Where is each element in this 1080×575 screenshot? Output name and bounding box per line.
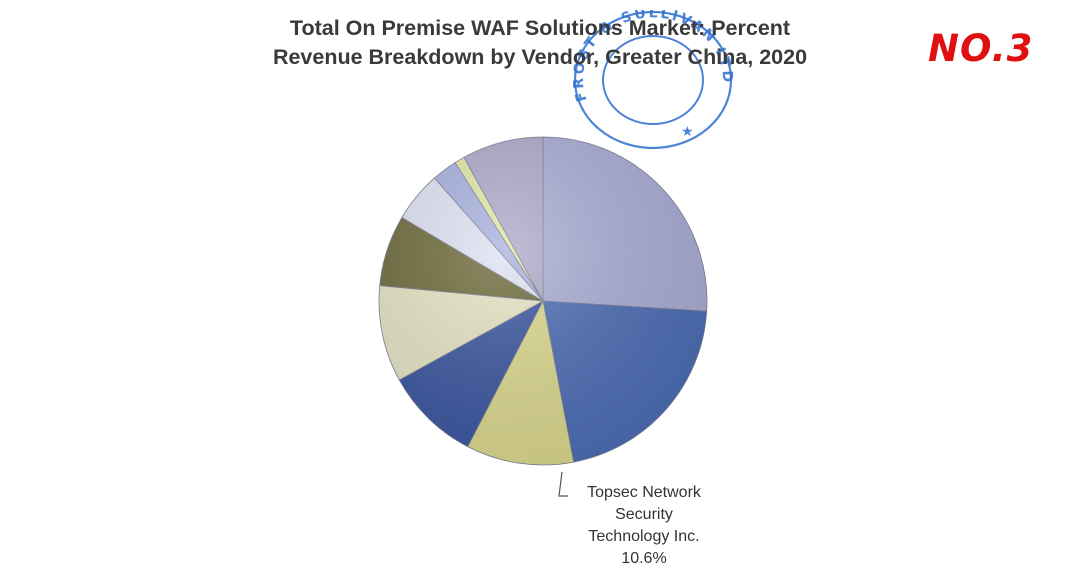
- chart-title: Total On Premise WAF Solutions Market: P…: [190, 14, 890, 72]
- pie-slices: [378, 136, 708, 466]
- slice-callout-topsec: Topsec Network Security Technology Inc. …: [566, 482, 722, 570]
- pie-slice-1: [542, 136, 708, 312]
- callout-name-line-3: Technology Inc.: [588, 528, 700, 545]
- callout-name-line-1: Topsec Network: [587, 484, 701, 501]
- pie-chart: [378, 136, 708, 466]
- chart-title-line-2: Revenue Breakdown by Vendor, Greater Chi…: [272, 45, 808, 69]
- chart-title-line-1: Total On Premise WAF Solutions Market: P…: [289, 16, 791, 40]
- rank-label: NO.3: [928, 27, 1034, 70]
- callout-name-line-2: Security: [615, 506, 673, 523]
- callout-value: 10.6%: [621, 550, 667, 567]
- callout-leader-line: [558, 471, 568, 497]
- seal-star-icon: ★: [681, 123, 694, 139]
